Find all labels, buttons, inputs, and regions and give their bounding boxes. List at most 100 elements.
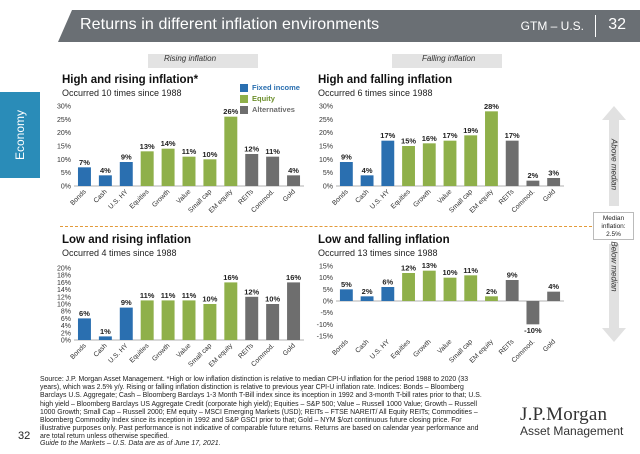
legend-swatch	[240, 94, 248, 103]
x-tick-label: Growth	[412, 188, 433, 209]
bar-value-label: 10%	[442, 268, 457, 277]
bar	[443, 140, 457, 186]
x-tick-label: Value	[437, 188, 454, 205]
y-tick-label: 5%	[323, 170, 333, 177]
bar	[443, 277, 457, 301]
bar	[161, 148, 175, 186]
x-tick-label: Growth	[151, 188, 172, 209]
chart-subtitle: Occurred 4 times since 1988	[62, 248, 177, 258]
x-tick-label: Gold	[282, 188, 297, 203]
bar	[203, 159, 217, 186]
x-tick-label: Bonds	[69, 342, 88, 361]
bar	[245, 154, 259, 186]
y-tick-label: 10%	[57, 302, 71, 309]
rising-ribbon-label: Rising inflation	[164, 54, 217, 63]
bar-value-label: 5%	[341, 280, 352, 289]
bar-value-label: 11%	[182, 147, 197, 156]
section-tab[interactable]: Economy	[0, 92, 40, 178]
bar	[381, 287, 395, 301]
y-tick-label: 18%	[57, 273, 71, 280]
bar-value-label: 11%	[182, 291, 197, 300]
y-tick-label: 5%	[61, 170, 71, 177]
bar-value-label: 4%	[548, 282, 559, 291]
bar	[224, 282, 238, 340]
bar	[485, 296, 498, 301]
chart-title: Low and rising inflation	[62, 234, 192, 246]
x-tick-label: U.S. HY	[369, 188, 392, 211]
falling-ribbon-label: Falling inflation	[422, 54, 476, 63]
bar	[77, 167, 91, 186]
y-tick-label: 25%	[57, 117, 71, 124]
y-tick-label: 0%	[61, 184, 71, 191]
bar	[422, 270, 436, 301]
bar-value-label: 15%	[401, 137, 416, 146]
x-tick-label: Value	[176, 188, 193, 205]
y-tick-label: 6%	[61, 316, 71, 323]
above-median-label: Above median	[609, 138, 619, 191]
bar	[339, 289, 353, 301]
bar-value-label: 2%	[486, 287, 497, 296]
y-tick-label: -5%	[321, 310, 333, 317]
x-tick-label: REITs	[498, 188, 516, 206]
y-tick-label: 10%	[319, 275, 333, 282]
bar	[339, 162, 353, 186]
bar	[360, 175, 374, 186]
chart-subtitle: Occurred 10 times since 1988	[62, 88, 182, 98]
x-tick-label: REITs	[498, 338, 516, 356]
header-separator	[595, 15, 596, 37]
y-tick-label: 10%	[319, 157, 333, 164]
bar	[464, 275, 478, 301]
y-tick-label: 0%	[61, 338, 71, 345]
x-tick-label: Equities	[390, 338, 412, 360]
bar-value-label: 16%	[422, 134, 437, 143]
x-tick-label: Cash	[354, 188, 370, 204]
x-tick-label: Cash	[93, 342, 109, 358]
y-tick-label: 20%	[57, 130, 71, 137]
bar-value-label: 9%	[121, 153, 132, 162]
bar	[77, 318, 91, 340]
legend-label: Alternatives	[252, 105, 295, 114]
falling-ribbon: Falling inflation	[392, 54, 502, 68]
footnote: Source: J.P. Morgan Asset Management. *H…	[40, 376, 482, 441]
bar	[161, 300, 175, 340]
bar-value-label: -10%	[524, 326, 542, 335]
bar-value-label: 12%	[244, 145, 259, 154]
y-tick-label: 4%	[61, 323, 71, 330]
bar	[266, 156, 280, 186]
bar-value-label: 6%	[382, 278, 393, 287]
x-tick-label: Growth	[151, 342, 172, 363]
bar	[547, 178, 561, 186]
x-tick-label: Cash	[354, 338, 370, 354]
below-median-label: Below median	[609, 241, 619, 292]
y-tick-label: 8%	[61, 309, 71, 316]
bar	[505, 140, 519, 186]
y-tick-label: -10%	[317, 322, 333, 329]
chart-subtitle: Occurred 13 times since 1988	[318, 248, 438, 258]
header-bar: Returns in different inflation environme…	[58, 10, 640, 42]
bar	[140, 300, 154, 340]
bar	[287, 282, 301, 340]
x-tick-label: Bonds	[331, 188, 350, 207]
x-tick-label: Equities	[129, 342, 151, 364]
bar-value-label: 9%	[341, 153, 352, 162]
bar	[140, 151, 154, 186]
bar-value-label: 10%	[202, 150, 217, 159]
bar-value-label: 11%	[140, 291, 155, 300]
bar-value-label: 10%	[202, 295, 217, 304]
bar-value-label: 11%	[161, 291, 176, 300]
bar-value-label: 12%	[401, 264, 416, 273]
median-divider	[60, 226, 592, 227]
y-tick-label: 0%	[323, 299, 333, 306]
x-tick-label: Bonds	[331, 338, 350, 357]
legend: Fixed income Equity Alternatives	[240, 82, 300, 115]
bar	[485, 111, 498, 186]
x-tick-label: REITs	[237, 342, 255, 360]
bar-value-label: 19%	[463, 126, 478, 135]
legend-item: Equity	[240, 93, 300, 104]
y-tick-label: 5%	[323, 287, 333, 294]
bar-value-label: 14%	[161, 139, 176, 148]
chart-title: Low and falling inflation	[318, 234, 450, 246]
x-tick-label: Commod.	[250, 342, 276, 368]
bar	[182, 156, 196, 186]
legend-item: Fixed income	[240, 82, 300, 93]
